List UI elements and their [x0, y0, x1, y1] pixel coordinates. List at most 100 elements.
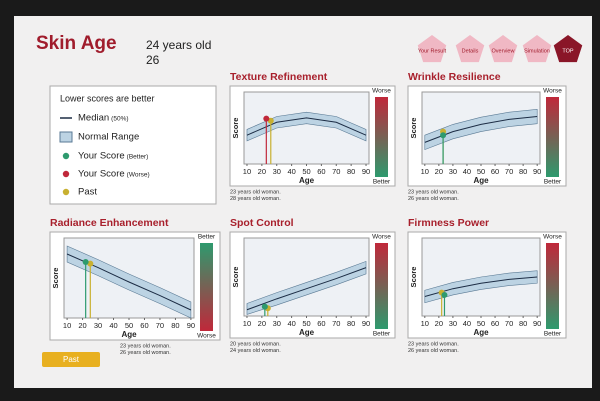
x-tick-label: 10 — [243, 319, 251, 328]
x-tick-label: 70 — [332, 319, 340, 328]
x-tick-label: 10 — [421, 167, 429, 176]
x-axis-label: Age — [299, 328, 315, 337]
x-tick-label: 90 — [362, 167, 370, 176]
scale-top-label: Worse — [543, 88, 562, 95]
x-tick-label: 20 — [258, 167, 266, 176]
legend-label: Median — [78, 113, 109, 124]
nav-button[interactable] — [522, 35, 552, 63]
x-tick-label: 90 — [533, 167, 541, 176]
x-tick-label: 80 — [171, 321, 179, 330]
nav-button[interactable] — [455, 35, 485, 63]
x-tick-label: 80 — [347, 319, 355, 328]
age-past: 26 — [146, 53, 160, 67]
nav-label[interactable]: Overview — [492, 48, 515, 54]
x-tick-label: 80 — [347, 167, 355, 176]
x-tick-label: 10 — [63, 321, 71, 330]
chart-note: 23 years old woman. — [120, 343, 171, 349]
chart-note: 26 years old woman. — [408, 196, 459, 202]
x-axis-label: Age — [121, 330, 137, 339]
legend-note: (Better) — [127, 154, 149, 161]
scale-bottom-label: Better — [544, 179, 562, 186]
x-tick-label: 80 — [519, 167, 527, 176]
chart-note: 26 years old woman. — [408, 348, 459, 354]
x-tick-label: 30 — [94, 321, 102, 330]
legend-dot — [62, 152, 70, 160]
nav-label[interactable]: Your Result — [418, 48, 447, 54]
chart-note: 20 years old woman. — [230, 341, 281, 347]
x-tick-label: 30 — [273, 167, 281, 176]
x-tick-label: 40 — [463, 167, 471, 176]
legend-label: Your Score — [78, 169, 125, 180]
chart-note: 23 years old woman. — [230, 189, 281, 195]
legend-label: Past — [78, 187, 97, 198]
scale-bar — [375, 243, 388, 329]
x-tick-label: 10 — [243, 167, 251, 176]
x-tick-label: 40 — [463, 319, 471, 328]
x-tick-label: 40 — [287, 319, 295, 328]
scale-top-label: Worse — [372, 88, 391, 95]
nav-button[interactable] — [417, 35, 447, 63]
x-tick-label: 60 — [317, 319, 325, 328]
nav-button[interactable] — [488, 35, 518, 63]
x-tick-label: 50 — [477, 167, 485, 176]
chart-title: Firmness Power — [408, 217, 489, 229]
y-axis-label: Score — [231, 118, 240, 139]
chart-title: Texture Refinement — [230, 71, 328, 83]
chart-title: Spot Control — [230, 217, 294, 229]
past-point — [267, 117, 274, 124]
score-point — [263, 115, 270, 122]
x-tick-label: 20 — [78, 321, 86, 330]
chart-title: Radiance Enhancement — [50, 217, 169, 229]
scale-bottom-label: Better — [373, 331, 391, 338]
x-tick-label: 20 — [258, 319, 266, 328]
x-axis-label: Age — [473, 328, 489, 337]
nav-label[interactable]: Simulation — [524, 48, 550, 54]
x-tick-label: 20 — [435, 167, 443, 176]
scale-bar — [546, 243, 559, 329]
nav-label[interactable]: Details — [462, 48, 479, 54]
scale-bottom-label: Worse — [197, 333, 216, 340]
x-tick-label: 70 — [505, 319, 513, 328]
scale-bar — [200, 243, 213, 331]
chart-note: 24 years old woman. — [230, 348, 281, 354]
y-axis-label: Score — [51, 268, 60, 289]
y-axis-label: Score — [409, 118, 418, 139]
x-tick-label: 40 — [109, 321, 117, 330]
x-tick-label: 40 — [287, 167, 295, 176]
x-tick-label: 90 — [187, 321, 195, 330]
x-tick-label: 60 — [491, 319, 499, 328]
legend-box — [49, 85, 217, 205]
x-tick-label: 70 — [332, 167, 340, 176]
legend-heading: Lower scores are better — [60, 93, 155, 103]
chart-note: 23 years old woman. — [408, 189, 459, 195]
y-axis-label: Score — [409, 267, 418, 288]
legend-range — [59, 131, 73, 143]
x-tick-label: 50 — [125, 321, 133, 330]
nav-label[interactable]: TOP — [562, 48, 574, 54]
age-now: 24 years old — [146, 38, 211, 52]
y-axis-label: Score — [231, 267, 240, 288]
x-axis-label: Age — [299, 176, 315, 185]
x-tick-label: 60 — [491, 167, 499, 176]
x-tick-label: 70 — [505, 167, 513, 176]
scale-bottom-label: Better — [373, 179, 391, 186]
x-tick-label: 90 — [362, 319, 370, 328]
x-tick-label: 50 — [302, 319, 310, 328]
score-point — [82, 259, 89, 265]
nav-button[interactable] — [553, 35, 583, 63]
x-tick-label: 30 — [449, 167, 457, 176]
past-button[interactable] — [42, 352, 100, 367]
legend-note: (Worse) — [127, 172, 150, 179]
legend-label: Your Score — [78, 151, 125, 162]
x-tick-label: 50 — [477, 319, 485, 328]
legend-dot — [62, 170, 70, 178]
x-tick-label: 90 — [533, 319, 541, 328]
scale-bottom-label: Better — [544, 331, 562, 338]
x-tick-label: 60 — [140, 321, 148, 330]
legend-dot — [62, 188, 70, 196]
x-tick-label: 60 — [317, 167, 325, 176]
legend-note: (50%) — [111, 116, 128, 123]
past-button-label[interactable]: Past — [63, 355, 80, 364]
